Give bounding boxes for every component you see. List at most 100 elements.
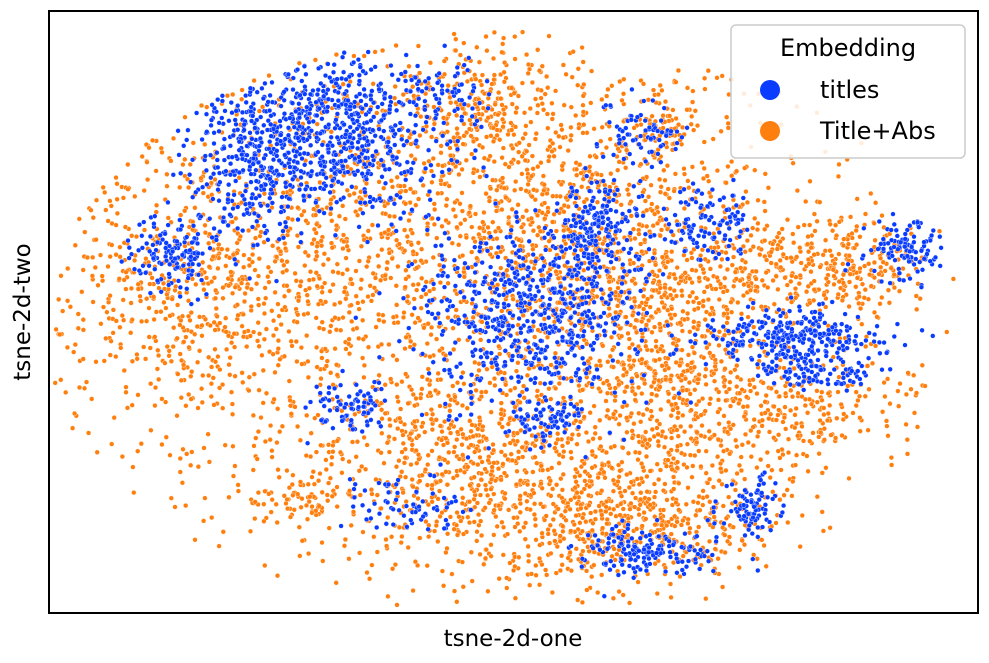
point-title-abs: [703, 470, 709, 476]
point-title-abs: [696, 524, 702, 530]
point-title-abs: [905, 370, 911, 376]
point-title-abs: [725, 315, 731, 321]
point-title-abs: [773, 520, 779, 526]
point-title-abs: [606, 279, 612, 285]
point-title-abs: [471, 519, 477, 525]
point-title-abs: [284, 259, 290, 265]
point-title-abs: [340, 315, 346, 321]
point-title-abs: [655, 438, 661, 445]
point-title-abs: [569, 74, 575, 80]
point-title-abs: [367, 283, 373, 289]
point-title-abs: [482, 466, 488, 472]
point-title-abs: [663, 463, 670, 469]
point-title-abs: [298, 345, 305, 351]
point-title-abs: [286, 378, 292, 384]
point-title-abs: [839, 297, 846, 304]
point-title-abs: [760, 380, 766, 386]
point-title-abs: [131, 490, 137, 496]
point-title-abs: [223, 263, 229, 269]
point-title-abs: [627, 506, 633, 512]
point-title-abs: [144, 159, 150, 165]
point-title-abs: [650, 87, 657, 93]
point-title-abs: [620, 506, 626, 512]
point-title-abs: [325, 256, 331, 262]
point-title-abs: [600, 343, 606, 349]
point-title-abs: [444, 440, 451, 446]
point-title-abs: [604, 521, 610, 527]
point-title-abs: [814, 494, 820, 500]
point-title-abs: [639, 356, 645, 362]
point-title-abs: [251, 371, 257, 377]
point-title-abs: [349, 281, 355, 287]
point-title-abs: [417, 478, 423, 484]
point-title-abs: [169, 296, 175, 302]
point-title-abs: [273, 326, 279, 332]
point-title-abs: [718, 358, 725, 365]
point-title-abs: [333, 327, 340, 333]
point-title-abs: [629, 312, 636, 318]
point-title-abs: [165, 215, 171, 221]
point-title-abs: [335, 270, 341, 276]
point-title-abs: [268, 423, 274, 429]
point-title-abs: [872, 200, 879, 206]
point-title-abs: [799, 512, 805, 519]
point-title-abs: [728, 299, 734, 305]
point-title-abs: [624, 429, 630, 435]
point-title-abs: [475, 482, 482, 488]
point-title-abs: [456, 456, 462, 462]
point-title-abs: [840, 261, 846, 267]
point-title-abs: [797, 272, 803, 279]
point-title-abs: [599, 462, 606, 468]
point-title-abs: [575, 82, 581, 88]
point-title-abs: [857, 428, 863, 434]
point-title-abs: [454, 112, 460, 119]
point-title-abs: [722, 549, 728, 556]
point-title-abs: [610, 477, 617, 483]
point-title-abs: [702, 373, 708, 379]
point-title-abs: [570, 49, 576, 55]
point-title-abs: [775, 412, 781, 418]
point-title-abs: [599, 572, 605, 578]
point-title-abs: [621, 76, 627, 82]
point-title-abs: [601, 469, 607, 475]
point-title-abs: [583, 430, 590, 436]
point-title-abs: [763, 392, 769, 399]
point-title-abs: [542, 567, 549, 573]
point-title-abs: [198, 175, 204, 181]
point-title-abs: [152, 385, 159, 391]
point-title-abs: [361, 374, 367, 381]
point-title-abs: [233, 215, 239, 222]
point-title-abs: [622, 488, 628, 494]
point-title-abs: [553, 482, 560, 488]
point-title-abs: [819, 509, 825, 515]
point-title-abs: [663, 264, 669, 270]
point-title-abs: [485, 115, 491, 121]
point-title-abs: [608, 511, 614, 517]
point-title-abs: [750, 305, 756, 311]
point-title-abs: [557, 567, 564, 574]
point-title-abs: [721, 383, 728, 389]
point-title-abs: [756, 429, 762, 435]
point-title-abs: [149, 275, 155, 281]
point-title-abs: [467, 203, 474, 209]
point-title-abs: [814, 388, 820, 394]
point-title-abs: [466, 519, 473, 526]
point-title-abs: [444, 482, 450, 488]
point-title-abs: [586, 484, 593, 490]
point-title-abs: [724, 429, 731, 435]
point-title-abs: [275, 467, 281, 473]
point-title-abs: [319, 489, 325, 495]
point-title-abs: [765, 185, 772, 191]
point-title-abs: [361, 362, 368, 369]
point-title-abs: [777, 238, 783, 245]
point-title-abs: [326, 480, 332, 486]
point-title-abs: [192, 331, 198, 337]
point-title-abs: [582, 478, 588, 484]
point-title-abs: [680, 517, 686, 524]
point-title-abs: [490, 55, 497, 62]
point-title-abs: [568, 528, 574, 534]
point-title-abs: [666, 274, 672, 280]
point-title-abs: [861, 263, 868, 269]
point-title-abs: [759, 417, 766, 423]
point-title-abs: [527, 105, 533, 112]
